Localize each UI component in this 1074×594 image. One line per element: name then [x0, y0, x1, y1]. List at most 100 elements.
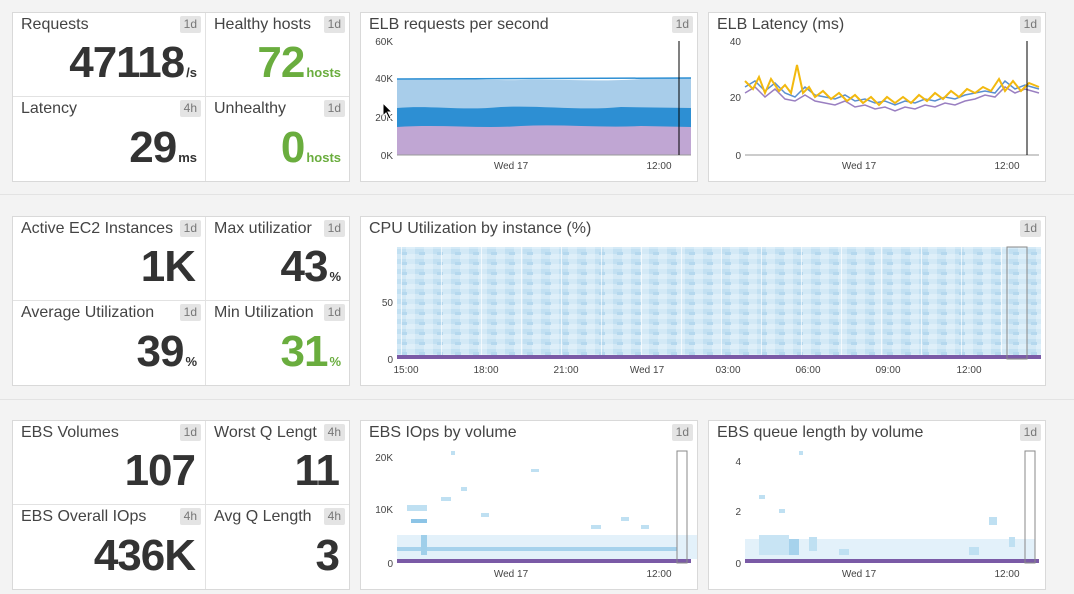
- y-tick: 50: [382, 298, 394, 309]
- tile-value: 3: [315, 531, 341, 580]
- x-tick: 15:00: [393, 365, 418, 376]
- max-utilization-tile[interactable]: Max utilizatior 1d 43%: [206, 217, 349, 301]
- x-tick: Wed 17: [842, 161, 877, 172]
- tile-value: 29 ms: [129, 123, 197, 172]
- tile-value: 72 hosts: [257, 38, 341, 87]
- elb-requests-chart[interactable]: 60K 40K 20K 0K Wed 17 12:00: [361, 35, 697, 181]
- latency-series-blue: [744, 79, 1040, 106]
- timeframe-badge: 1d: [671, 424, 693, 441]
- timeframe-badge: 1d: [179, 16, 201, 33]
- timeframe-badge: 1d: [323, 304, 345, 321]
- timeframe-badge: 4h: [323, 508, 345, 525]
- requests-tile[interactable]: Requests 1d 47118/s: [13, 13, 206, 97]
- active-ec2-tile[interactable]: Active EC2 Instances 1d 1K: [13, 217, 206, 301]
- mouse-cursor-icon: [382, 102, 394, 120]
- ebs-volumes-tile[interactable]: EBS Volumes 1d 107: [13, 421, 206, 505]
- timeframe-badge: 1d: [1019, 16, 1041, 33]
- timeframe-badge: 1d: [1019, 220, 1041, 237]
- unhealthy-tile[interactable]: Unhealthy 1d 0 hosts: [206, 97, 349, 181]
- y-tick: 0: [387, 355, 393, 366]
- x-tick: 12:00: [994, 569, 1019, 580]
- heatmap-baseline: [397, 559, 691, 563]
- y-tick: 20: [730, 93, 742, 104]
- x-tick: Wed 17: [842, 569, 877, 580]
- tile-title: Avg Q Length: [214, 508, 312, 525]
- cpu-heatmap-chart[interactable]: 50 0 15:00 18:00 21:00 Wed 17 03:00 06:0…: [361, 239, 1045, 385]
- latency-tile[interactable]: Latency 4h 29 ms: [13, 97, 206, 181]
- latency-series-purple: [744, 86, 1040, 112]
- y-tick: 4: [735, 457, 741, 468]
- y-tick: 2: [735, 507, 741, 518]
- x-tick: 03:00: [715, 365, 740, 376]
- cpu-utilization-panel[interactable]: CPU Utilization by instance (%) 1d 50 0 …: [360, 216, 1046, 386]
- elb-requests-panel[interactable]: ELB requests per second 1d 60K 40K 20K 0…: [360, 12, 698, 182]
- ebs-queue-panel[interactable]: EBS queue length by volume 1d 4 2 0 Wed …: [708, 420, 1046, 590]
- y-tick: 0: [387, 559, 393, 570]
- tile-title: Max utilizatior: [214, 220, 312, 237]
- area-top-line: [396, 77, 692, 80]
- x-tick: 18:00: [473, 365, 498, 376]
- tile-title: Min Utilization: [214, 304, 314, 321]
- healthy-hosts-tile[interactable]: Healthy hosts 1d 72 hosts: [206, 13, 349, 97]
- timeframe-badge: 4h: [323, 424, 345, 441]
- y-tick: 0: [735, 559, 741, 570]
- tile-title: Requests: [21, 16, 89, 33]
- ebs-iops-panel[interactable]: EBS IOps by volume 1d 20K 10K 0 Wed 17 1…: [360, 420, 698, 590]
- timeframe-badge: 1d: [323, 16, 345, 33]
- x-tick: 12:00: [646, 161, 671, 172]
- timeframe-badge: 1d: [323, 220, 345, 237]
- x-tick: 12:00: [646, 569, 671, 580]
- time-window-marker: [1024, 450, 1036, 564]
- y-tick: 40K: [375, 74, 393, 85]
- tile-value: 47118/s: [69, 38, 197, 87]
- worst-q-length-tile[interactable]: Worst Q Lengt 4h 11: [206, 421, 349, 505]
- tile-value: 107: [124, 446, 196, 495]
- elb-latency-panel[interactable]: ELB Latency (ms) 1d 40 20 0 Wed 17 12:00: [708, 12, 1046, 182]
- timeframe-badge: 1d: [1019, 424, 1041, 441]
- panel-title: ELB Latency (ms): [717, 16, 845, 33]
- tile-title: EBS Volumes: [21, 424, 119, 441]
- timeframe-badge: 4h: [179, 508, 201, 525]
- panel-title: EBS queue length by volume: [717, 424, 924, 441]
- timeframe-badge: 1d: [179, 220, 201, 237]
- timeframe-badge: 1d: [323, 100, 345, 117]
- tile-value: 43%: [280, 242, 341, 291]
- tile-value: 0 hosts: [280, 123, 341, 172]
- ebs-iops-heatmap[interactable]: 20K 10K 0 Wed 17 12:00: [361, 443, 697, 589]
- tile-title: EBS Overall IOps: [21, 508, 147, 525]
- time-window-marker: [1006, 246, 1028, 360]
- y-tick: 0K: [381, 151, 394, 162]
- min-utilization-tile[interactable]: Min Utilization 1d 31%: [206, 301, 349, 385]
- x-tick: Wed 17: [494, 569, 529, 580]
- latency-series-yellow: [744, 64, 1040, 107]
- ebs-queue-heatmap[interactable]: 4 2 0 Wed 17 12:00: [709, 443, 1045, 589]
- x-tick: 09:00: [875, 365, 900, 376]
- timeframe-badge: 1d: [179, 424, 201, 441]
- elb-latency-chart[interactable]: 40 20 0 Wed 17 12:00: [709, 35, 1045, 181]
- ebs-overall-iops-tile[interactable]: EBS Overall IOps 4h 436K: [13, 505, 206, 589]
- x-tick: 12:00: [994, 161, 1019, 172]
- y-tick: 60K: [375, 37, 393, 48]
- x-tick: Wed 17: [630, 365, 665, 376]
- x-tick: 21:00: [553, 365, 578, 376]
- y-tick: 20K: [375, 113, 393, 124]
- tile-title: Active EC2 Instances: [21, 220, 174, 237]
- area-series-purple: [397, 125, 691, 155]
- heatmap-baseline: [397, 355, 1041, 359]
- average-utilization-tile[interactable]: Average Utilization 1d 39%: [13, 301, 206, 385]
- y-tick: 20K: [375, 453, 393, 464]
- tile-value: 11: [294, 446, 340, 495]
- avg-q-length-tile[interactable]: Avg Q Length 4h 3: [206, 505, 349, 589]
- panel-title: EBS IOps by volume: [369, 424, 517, 441]
- x-tick: Wed 17: [494, 161, 529, 172]
- time-window-marker: [676, 450, 688, 564]
- tile-title: Latency: [21, 100, 78, 117]
- y-tick: 10K: [375, 505, 393, 516]
- tile-value: 39%: [136, 327, 197, 376]
- row2-stat-group: Active EC2 Instances 1d 1K Max utilizati…: [12, 216, 350, 386]
- timeframe-badge: 4h: [179, 100, 201, 117]
- timeframe-badge: 1d: [179, 304, 201, 321]
- heatmap-cells: [745, 451, 1035, 559]
- y-tick: 0: [735, 151, 741, 162]
- timeframe-badge: 1d: [671, 16, 693, 33]
